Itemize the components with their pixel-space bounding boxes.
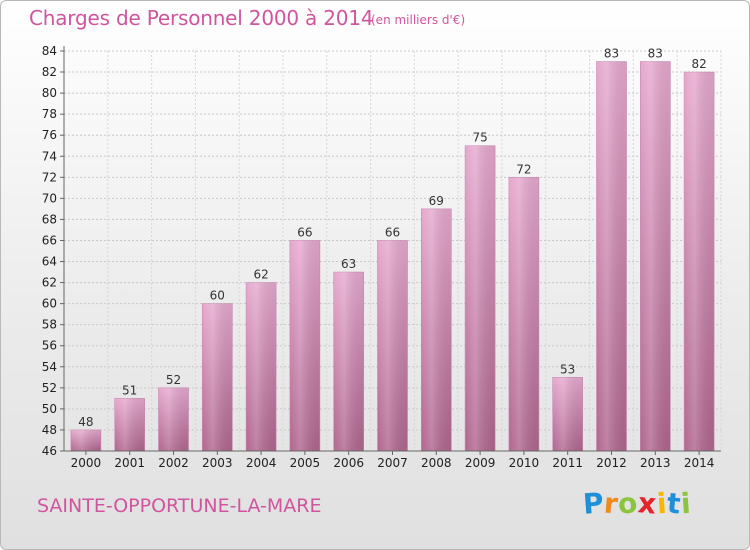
x-tick-label-2011: 2011 (552, 456, 583, 470)
y-tick-label: 66 (42, 233, 57, 247)
y-tick-label: 46 (42, 444, 57, 458)
y-tick-label: 50 (42, 402, 57, 416)
data-label-2012: 83 (604, 47, 619, 61)
proxiti-logo: Proxiti (581, 486, 692, 521)
bar-shine-2003 (202, 303, 233, 451)
bar-shine-2013 (640, 61, 671, 452)
y-tick-label: 54 (42, 360, 57, 374)
y-tick-label: 76 (42, 128, 57, 142)
y-tick-label: 80 (42, 86, 57, 100)
bar-shine-2012 (596, 61, 627, 452)
x-tick-label-2000: 2000 (71, 456, 102, 470)
bar-shine-2007 (377, 240, 408, 451)
y-tick-label: 64 (42, 255, 57, 269)
x-tick-label-2001: 2001 (114, 456, 145, 470)
x-tick-label-2010: 2010 (509, 456, 540, 470)
data-label-2005: 66 (297, 225, 312, 239)
y-tick-label: 58 (42, 318, 57, 332)
x-tick-label-2009: 2009 (465, 456, 496, 470)
bar-shine-2011 (552, 377, 583, 451)
bar-shine-2010 (508, 177, 539, 451)
chart-title: Charges de Personnel 2000 à 2014 (29, 6, 374, 30)
y-tick-label: 74 (42, 149, 57, 163)
bar-shine-2004 (246, 282, 277, 451)
bar-shine-2005 (289, 240, 320, 451)
y-tick-label: 78 (42, 107, 57, 121)
x-tick-label-2003: 2003 (202, 456, 233, 470)
logo-letter: x (636, 486, 659, 521)
data-label-2010: 72 (516, 162, 531, 176)
x-tick-label-2004: 2004 (246, 456, 277, 470)
data-label-2004: 62 (253, 268, 268, 282)
x-tick-label-2002: 2002 (158, 456, 189, 470)
logo-letter: i (679, 486, 692, 521)
bar-shine-2001 (114, 398, 145, 451)
bar-shine-2006 (333, 272, 364, 451)
data-label-2014: 82 (691, 57, 706, 71)
data-label-2006: 63 (341, 257, 356, 271)
y-tick-label: 70 (42, 191, 57, 205)
y-tick-label: 56 (42, 339, 57, 353)
bar-shine-2014 (684, 72, 715, 451)
x-tick-label-2005: 2005 (290, 456, 321, 470)
data-label-2013: 83 (648, 47, 663, 61)
x-tick-label-2008: 2008 (421, 456, 452, 470)
data-label-2002: 52 (166, 373, 181, 387)
x-tick-label-2013: 2013 (640, 456, 671, 470)
logo-letter: P (581, 486, 606, 521)
data-label-2003: 60 (210, 289, 225, 303)
bar-shine-2002 (158, 387, 189, 451)
y-tick-label: 84 (42, 44, 57, 58)
x-tick-label-2006: 2006 (333, 456, 364, 470)
y-tick-label: 72 (42, 170, 57, 184)
y-tick-label: 62 (42, 276, 57, 290)
chart-subtitle: (en milliers d'€) (371, 13, 466, 27)
data-label-2007: 66 (385, 225, 400, 239)
y-tick-label: 68 (42, 212, 57, 226)
bar-shine-2009 (465, 145, 496, 451)
data-label-2001: 51 (122, 383, 137, 397)
commune-name: SAINTE-OPPORTUNE-LA-MARE (37, 495, 322, 517)
data-label-2011: 53 (560, 362, 575, 376)
x-tick-label-2012: 2012 (596, 456, 627, 470)
data-label-2009: 75 (472, 131, 487, 145)
bar-shine-2000 (70, 429, 101, 451)
x-tick-label-2014: 2014 (684, 456, 715, 470)
y-tick-label: 52 (42, 381, 57, 395)
y-tick-label: 82 (42, 65, 57, 79)
y-tick-label: 48 (42, 423, 57, 437)
data-label-2008: 69 (429, 194, 444, 208)
x-tick-label-2007: 2007 (377, 456, 408, 470)
y-tick-label: 60 (42, 297, 57, 311)
data-label-2000: 48 (78, 415, 93, 429)
bar-shine-2008 (421, 208, 452, 451)
